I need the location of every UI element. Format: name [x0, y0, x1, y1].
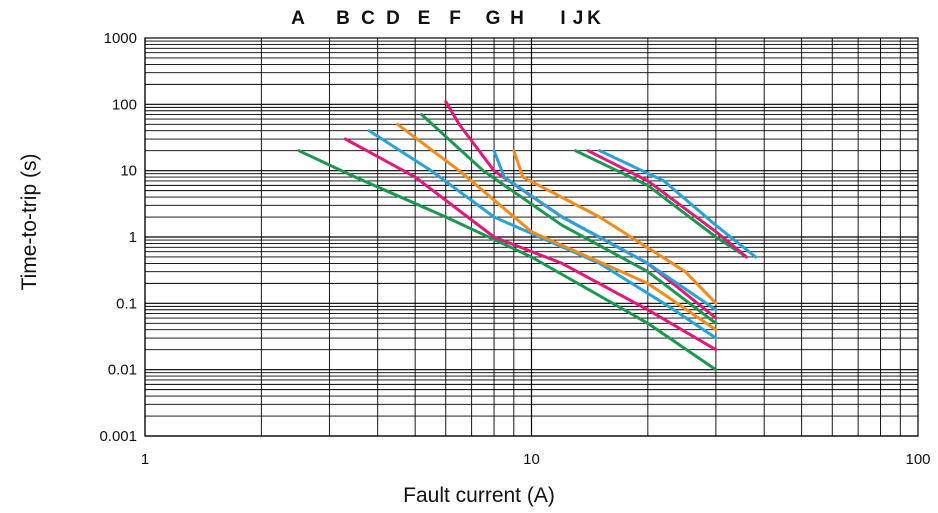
curve-letter-h: H — [510, 8, 524, 29]
curve-letter-b: B — [336, 8, 350, 29]
trip-curve-11 — [598, 149, 758, 259]
trip-curve-2 — [343, 137, 718, 352]
grid — [144, 37, 919, 437]
y-tick-label: 10 — [120, 163, 137, 180]
y-axis-title: Time-to-trip (s) — [18, 154, 41, 291]
y-tick-label: 1 — [129, 229, 137, 246]
trip-curve-5 — [420, 113, 718, 325]
trip-curve-10 — [586, 149, 748, 259]
curve-letter-k: K — [587, 8, 601, 29]
y-tick-label: 100 — [112, 96, 137, 113]
trip-curve-4 — [396, 122, 718, 332]
curve-letter-d: D — [386, 8, 400, 29]
y-tick-label: 0.01 — [108, 362, 137, 379]
trip-curve-8 — [512, 149, 718, 305]
x-tick-label: 100 — [905, 451, 930, 468]
curve-letter-i: I — [560, 8, 565, 29]
x-tick-labels: 1 10 100 — [141, 451, 931, 468]
curves — [297, 100, 758, 372]
y-tick-labels: 0.001 0.01 0.1 1 10 100 1000 — [99, 30, 137, 445]
x-tick-label: 1 — [141, 451, 149, 468]
x-tick-label: 10 — [523, 451, 540, 468]
trip-curve-7 — [492, 149, 718, 312]
curve-letter-c: C — [361, 8, 375, 29]
curve-letter-g: G — [486, 8, 501, 29]
curve-letter-f: F — [449, 8, 461, 29]
trip-curve-9 — [574, 149, 748, 259]
y-tick-label: 0.001 — [99, 428, 137, 445]
curve-letter-e: E — [418, 8, 431, 29]
x-axis-title: Fault current (A) — [403, 484, 555, 507]
trip-curve-3 — [367, 129, 718, 340]
y-tick-label: 1000 — [104, 30, 137, 47]
y-tick-label: 0.1 — [116, 295, 137, 312]
curve-letter-a: A — [291, 8, 305, 29]
trip-curve-1 — [297, 149, 718, 372]
curve-letter-j: J — [573, 8, 584, 29]
